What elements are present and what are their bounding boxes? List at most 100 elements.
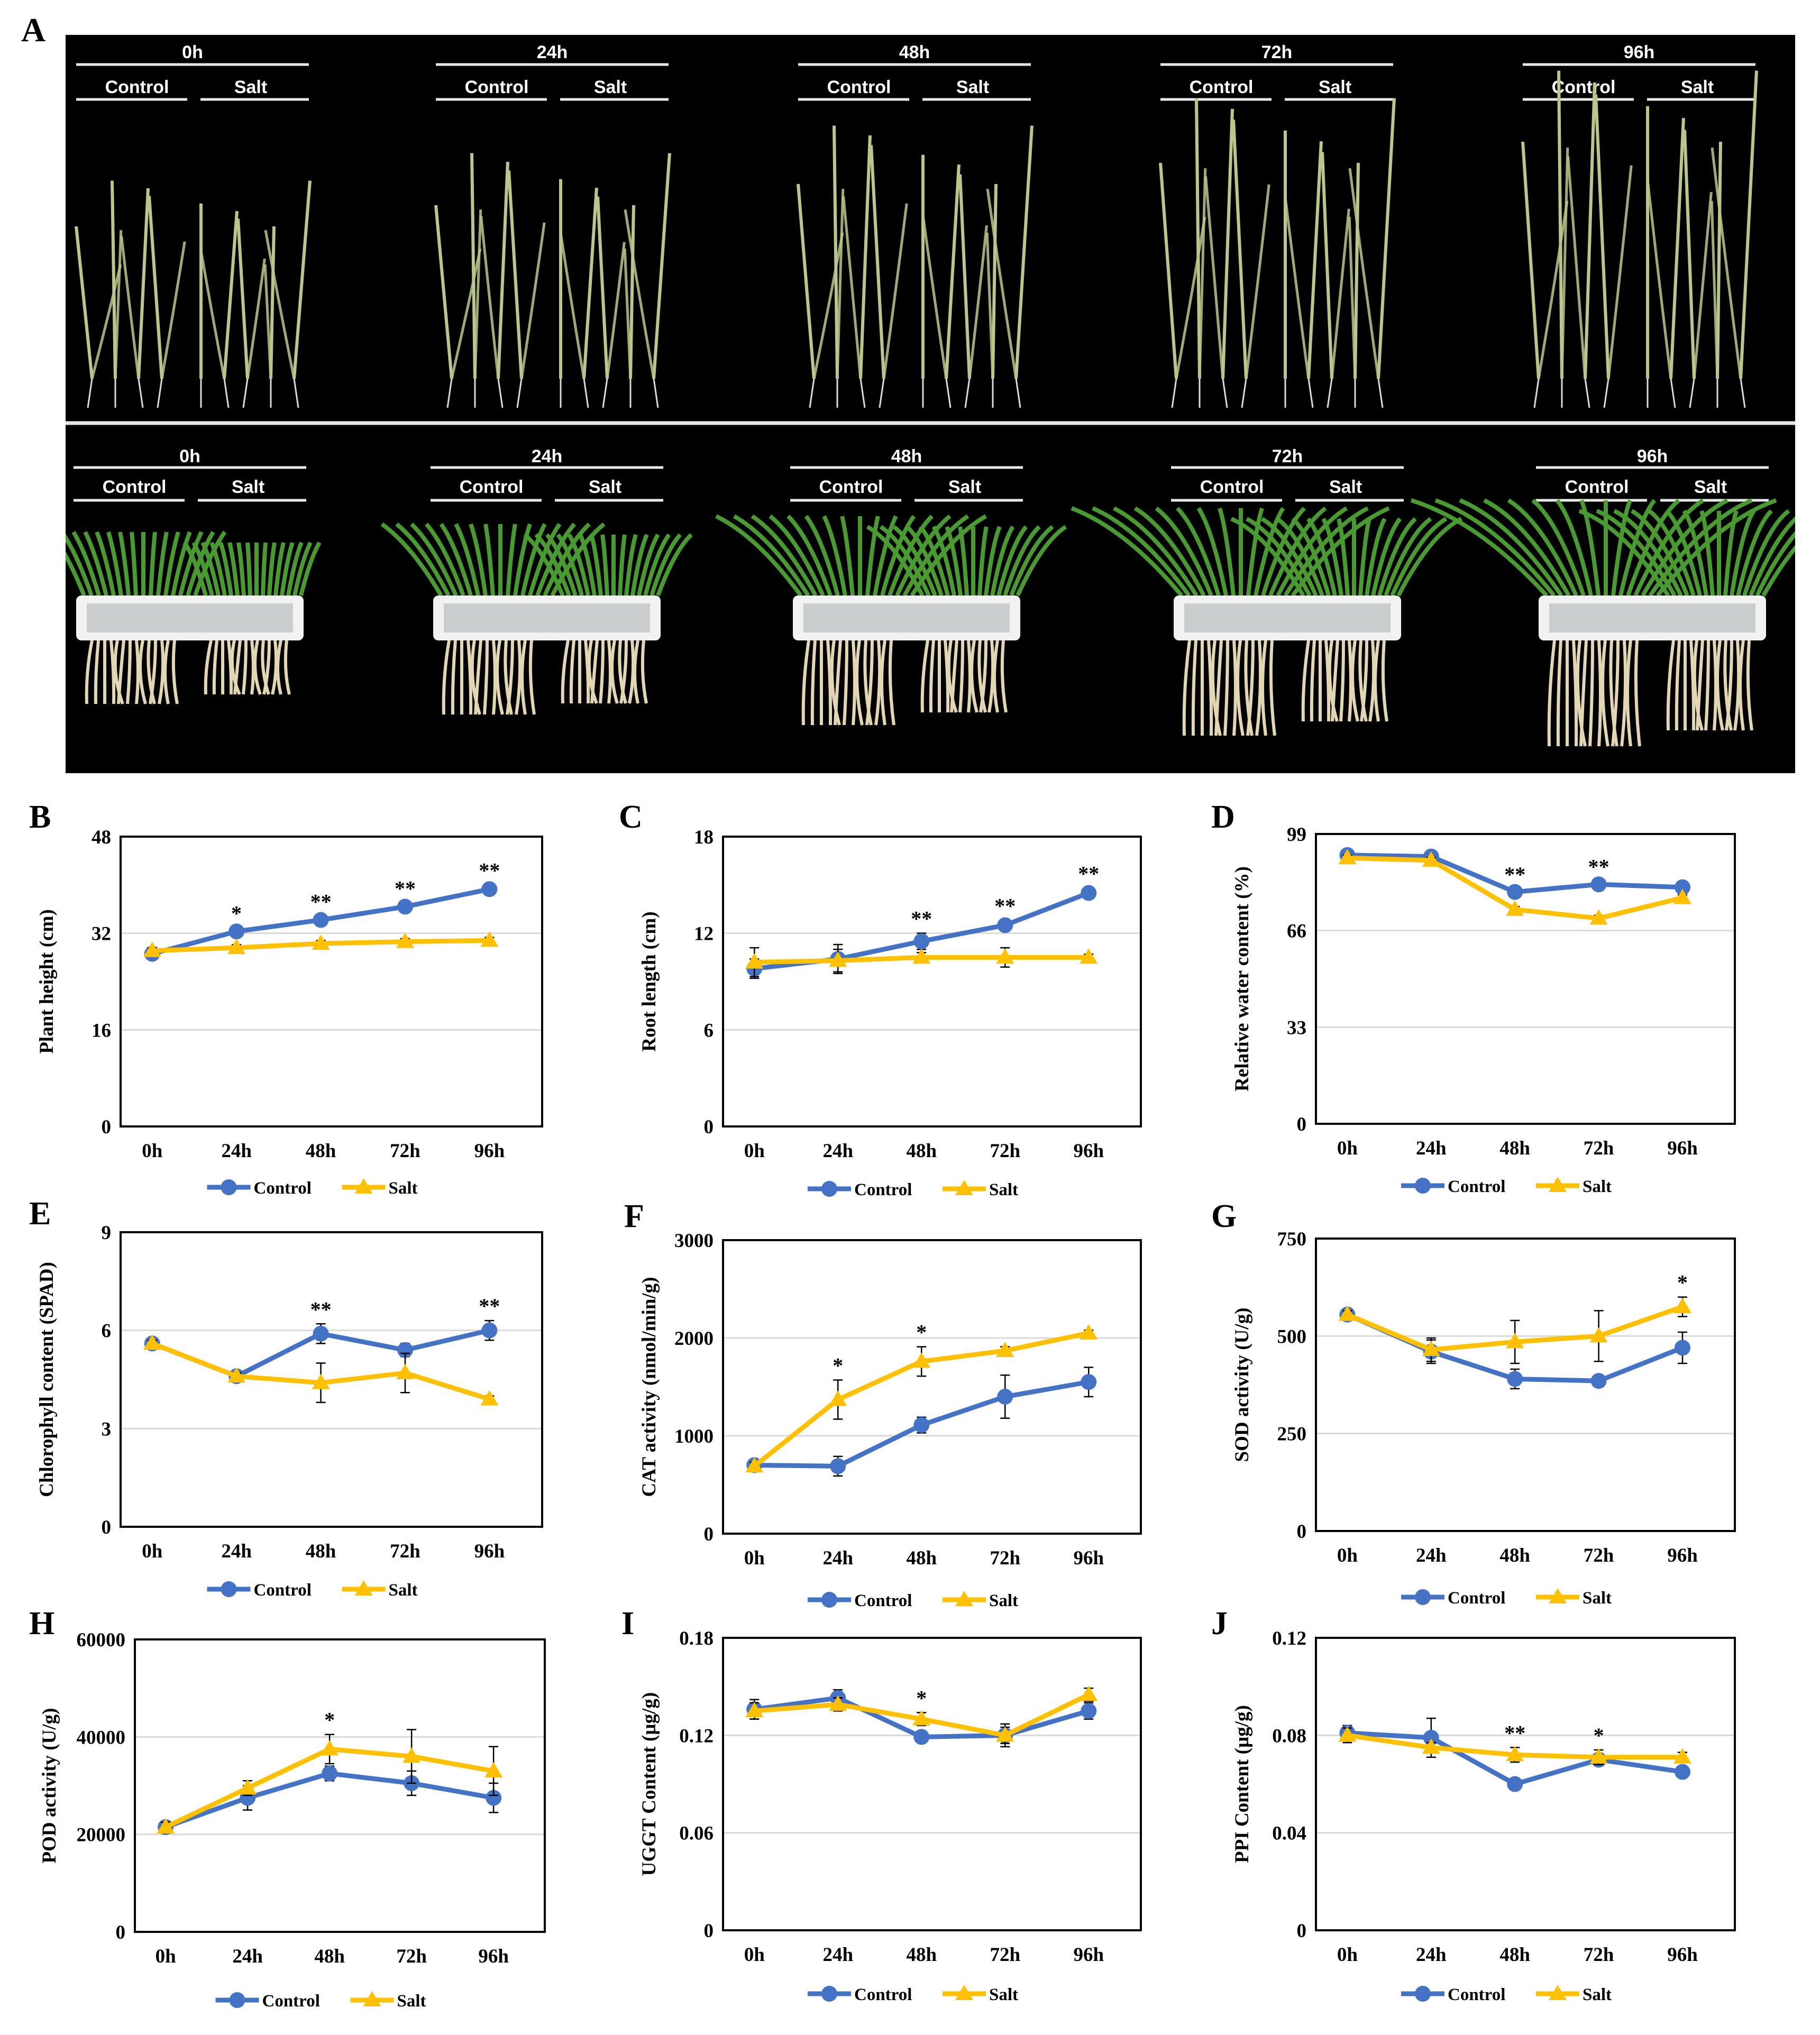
data-point-salt [143, 941, 161, 957]
root-strand [1634, 640, 1641, 747]
grass-leaf [1723, 510, 1739, 596]
grass-leaf [1196, 507, 1228, 596]
legend-control-label: Control [854, 1985, 912, 2004]
x-tick-label: 24h [822, 1140, 853, 1162]
grass-leaf [439, 522, 473, 597]
root-strand [227, 640, 233, 695]
legend-control-label: Control [254, 1179, 312, 1198]
root-strand [970, 640, 978, 713]
significance-mark: ** [1504, 1721, 1525, 1745]
y-tick-label: 9 [102, 1222, 112, 1244]
seedling-leaf [812, 232, 844, 379]
grass-leaf [715, 514, 803, 597]
root-strand [1360, 640, 1368, 722]
data-point-control [913, 933, 930, 949]
seedling-root [516, 378, 523, 408]
grass-leaf [106, 531, 123, 596]
seedling-root [583, 378, 589, 408]
grass-leaf [130, 531, 138, 596]
seedling-cluster-24h [434, 153, 671, 408]
seedling-leaf [1245, 184, 1270, 379]
x-tick-label: 48h [906, 1547, 937, 1569]
basket-group-48h-salt-label: Salt [948, 477, 981, 497]
root-strand [85, 640, 94, 704]
root-strand [1223, 640, 1229, 736]
seedling-group-72h-control-label: Control [1190, 77, 1254, 97]
data-point-salt [157, 1818, 175, 1834]
grass-leaf [178, 531, 204, 596]
grass-leaf [618, 534, 627, 596]
grass-leaf [578, 534, 597, 596]
root-strand [1236, 640, 1245, 736]
y-tick-label: 48 [92, 827, 111, 848]
data-point-control [1081, 1374, 1097, 1390]
root-strand [1207, 640, 1213, 736]
legend-salt-label: Salt [989, 1591, 1018, 1610]
root-strand [1572, 640, 1578, 747]
root-strand [1214, 640, 1223, 736]
seedling-group-72h-salt-label: Salt [1319, 77, 1351, 97]
seedling-leaf [246, 258, 266, 379]
grass-leaf [1555, 499, 1593, 596]
seedling-root [1015, 378, 1021, 408]
series-line-control [164, 1771, 494, 1830]
grass-leaf [643, 533, 671, 597]
grass-leaf [520, 523, 547, 596]
seedling-root [859, 378, 866, 408]
x-tick-label: 96h [478, 1946, 509, 1967]
data-point-salt [745, 1457, 764, 1473]
x-tick-label: 96h [1073, 1140, 1104, 1162]
significance-mark: ** [911, 907, 932, 931]
seedling-leaf [120, 235, 140, 379]
basket-group-72h-time-label: 72h [1272, 446, 1303, 466]
root-strand [610, 640, 619, 704]
root-strand [451, 640, 457, 715]
root-strand [1269, 640, 1276, 736]
seedling-leaf [1195, 98, 1201, 379]
data-point-control [1675, 879, 1690, 895]
data-point-control [997, 1389, 1013, 1405]
root-strand [1261, 640, 1267, 736]
x-tick-label: 0h [142, 1541, 163, 1562]
grass-leaf [892, 525, 937, 597]
grass-leaf [888, 515, 934, 597]
grass-leaf [1003, 525, 1041, 597]
y-tick-label: 0 [116, 1922, 126, 1944]
y-tick-label: 0.12 [679, 1725, 714, 1747]
data-point-control [481, 881, 498, 897]
grass-leaf [280, 542, 295, 596]
root-strand [944, 640, 950, 713]
panel-letter-d: D [1211, 799, 1235, 835]
seedling-row: 0h Control Salt 24h Control Salt 48h Control Sal… [75, 42, 1758, 408]
plot-frame [722, 1239, 1142, 1535]
root-strand [1310, 640, 1316, 722]
data-point-control [1590, 876, 1607, 893]
x-tick-label: 72h [390, 1140, 420, 1162]
legend-salt-label: Salt [397, 1992, 426, 2011]
basket-mesh [1184, 603, 1391, 632]
chart-I: I 0 0.06 0.12 0.18 0h 24h 48h 72h 96h UGGT Content… [621, 1606, 1142, 2004]
seedling-leaf [1348, 216, 1357, 379]
seedling-photo-panel: 0h Control Salt 24h Control Salt 48h Control Sal… [66, 35, 1795, 773]
grass-leaf [410, 522, 458, 597]
root-strand [492, 640, 497, 715]
seedling-root [945, 378, 952, 408]
y-tick-label: 0.04 [1272, 1823, 1306, 1845]
grass-leaf [1626, 498, 1680, 597]
data-point-control [913, 1729, 930, 1745]
seedling-leaf [1175, 216, 1206, 379]
data-point-control [481, 1322, 498, 1339]
seedling-leaf [1348, 168, 1380, 379]
seedling-leaf [882, 203, 908, 379]
root-strand [250, 640, 255, 695]
grass-leaf [910, 514, 987, 597]
basket-group-0h-control-label: Control [103, 477, 167, 497]
grass-leaf [1410, 498, 1548, 597]
root-strand [947, 640, 958, 713]
y-tick-label: 0 [704, 1116, 714, 1138]
basket-cluster-48h [715, 514, 1067, 726]
root-strand [1368, 640, 1376, 722]
grass-leaf [1648, 509, 1696, 597]
y-axis-label: Chlorophyll content (SPAD) [36, 1262, 58, 1497]
grass-leaf [895, 514, 952, 597]
